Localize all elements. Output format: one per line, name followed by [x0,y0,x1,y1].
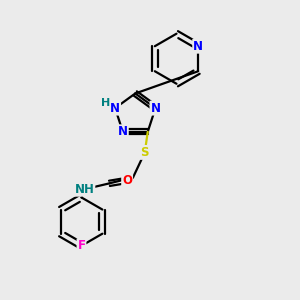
Text: S: S [140,146,149,159]
Text: F: F [77,239,86,252]
Text: N: N [118,125,128,138]
Text: NH: NH [74,183,94,196]
Text: N: N [110,102,120,115]
Text: O: O [122,174,132,187]
Text: H: H [101,98,110,108]
Text: N: N [150,102,161,115]
Text: N: N [193,40,203,53]
